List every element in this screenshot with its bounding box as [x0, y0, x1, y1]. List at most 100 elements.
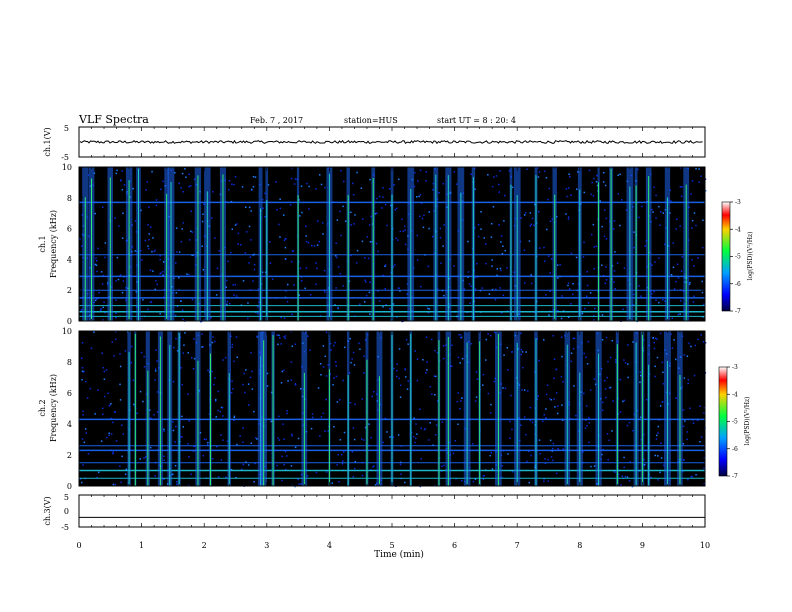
ch2-spectrogram-speck [85, 380, 87, 383]
ch1-spectrogram-speck [335, 287, 337, 289]
ch1-spectrogram-speck [401, 218, 403, 221]
ch2-spectrogram-speck [412, 435, 415, 438]
ch1-spectrogram-speck [233, 183, 235, 186]
ch2-spectrogram-speck [81, 438, 84, 440]
ch1-spectrogram-speck [365, 294, 368, 297]
ch1-spectrogram-speck [308, 185, 310, 188]
ch1-spectrogram-speck [147, 247, 150, 250]
ch2-spectrogram-speck [320, 416, 323, 418]
ch1-spectrogram-speck [681, 186, 683, 188]
ch1-spectrogram-speck [655, 194, 657, 197]
ch1-spectrogram-speck [388, 188, 391, 190]
ch1-spectrogram-speck [245, 206, 247, 208]
ch2-spectrogram-axis-ticks [78, 331, 706, 486]
ch2-spectrogram-speck [584, 427, 587, 429]
ch2-spectrogram-speck [560, 375, 563, 378]
ch2-spectrogram-speck [419, 408, 421, 410]
ch1-spectrogram-speck [419, 215, 421, 218]
ch1-spectrogram-speck [252, 186, 255, 188]
ch1-spectrogram-speck [360, 187, 363, 189]
ch1-spectrogram-speck [234, 224, 237, 226]
ch1-spectrogram-speck [242, 280, 245, 282]
ch2-spectrogram-speck [509, 437, 511, 440]
ch2-spectrogram-speck [80, 357, 83, 359]
ch1-spectrogram-speck [538, 210, 540, 213]
ch2-spectrogram-speck [325, 375, 328, 377]
ch2-spectrogram-speck [502, 387, 504, 389]
ch1-spectrogram-speck [679, 299, 682, 302]
ch2-spectrogram-speck [703, 467, 705, 470]
ch1-spectrogram-speck [399, 230, 402, 233]
ch2-spectrogram-speck [187, 442, 189, 445]
ch2-spectrogram-speck [233, 416, 235, 419]
ch2-spectrogram-speck [180, 367, 182, 369]
ch2-spectrogram-speck [317, 387, 320, 389]
ch2-spectrogram-speck [529, 406, 532, 409]
ch2-spectrogram-speck [654, 337, 657, 340]
ch1-spectrogram-speck [416, 259, 419, 261]
ch1-spectrogram-speck [442, 245, 444, 247]
ch1-spectrogram-speck [470, 173, 472, 175]
ch2-spectrogram-speck [287, 380, 289, 382]
ch2-colorbar-tick-label: -4 [732, 391, 738, 398]
ch2-spectrogram-speck [557, 448, 559, 450]
ch1-spectrogram-speck [596, 174, 598, 177]
ch2-spectrogram-speck [441, 465, 443, 468]
ch1-spectrogram-speck [530, 282, 533, 285]
ch1-spectrogram-speck [102, 319, 105, 321]
ch1-spectrogram-speck [159, 255, 161, 257]
ch2-spectrogram-speck [79, 478, 82, 480]
ch2-spectrogram-speck [220, 406, 223, 409]
ch1-spectrogram-speck [658, 257, 660, 259]
ch2-spectrogram-speck [451, 344, 453, 346]
ch1-spectrogram-speck [392, 303, 395, 305]
ch1-spectrogram-speck [586, 284, 589, 287]
ch2-spectrogram-speck [221, 406, 224, 409]
ch2-spectrogram-speck [283, 438, 285, 440]
ch2-spectrogram-speck [507, 369, 509, 371]
ch2-spectrogram-speck [342, 379, 344, 382]
ch1-spectrogram-speck [152, 270, 154, 272]
ch2-spectrogram-speck [211, 341, 214, 344]
ch2-spectrogram-speck [550, 399, 553, 401]
ch1-spectrogram-speck [280, 316, 282, 319]
ch2-spectrogram-speck [143, 366, 146, 368]
ch2-spectrogram-speck [115, 440, 118, 442]
ch2-spectrogram-speck [352, 475, 354, 478]
ch1-spectrogram-speck [545, 294, 547, 296]
ch1-spectrogram-speck [491, 265, 493, 267]
ch1-spectrogram-panel: ch.1 Frequency (kHz) 0 2 4 6 8 10 [38, 163, 707, 326]
ch2-spectrogram-speck [530, 454, 532, 457]
ch2-spectrogram-speck [623, 466, 625, 469]
ch1-spectrogram-speck [120, 179, 122, 181]
ch2-spectrogram-speck [686, 355, 689, 357]
ch2-spectrogram-speck [493, 380, 495, 383]
ch1-spectrogram-speck [284, 246, 287, 249]
ch1-spectrogram-speck [144, 239, 146, 242]
ch3-waveform-axis-ticks [78, 495, 706, 527]
ch2-spectrogram-speck [652, 337, 654, 339]
ch2-spectrogram-speck [627, 363, 629, 365]
ch2-spectrogram-speck [266, 385, 269, 387]
ch1-spectrogram-speck [568, 187, 570, 189]
ch1-spectrogram-speck [443, 224, 445, 226]
ch2-spectrogram-speck [119, 353, 121, 355]
ch1-spectrogram-speck [121, 189, 124, 191]
ch2-spectrogram-speck [119, 383, 121, 386]
ch1-spectrogram-speck [587, 302, 590, 304]
ch1-spectrogram-speck [140, 209, 142, 212]
ch2-spectrogram-speck [297, 437, 300, 440]
ch1-spectrogram-speck [692, 301, 695, 303]
ch1-spectrogram-speck [248, 262, 250, 264]
ch1-spectrogram-speck [264, 216, 266, 218]
ch2-spectrogram-speck [281, 479, 283, 482]
ch1-spectrogram-speck [368, 291, 371, 294]
ch1-spectrogram-speck [679, 313, 681, 315]
ch2-spectrogram-speck [294, 384, 297, 386]
ch1-spectrogram-speck [285, 290, 287, 292]
ch1-spectrogram-speck [701, 280, 703, 283]
ch2-spectrogram-speck [585, 405, 588, 407]
ch1-spectrogram-speck [500, 312, 503, 314]
ch1-spectrogram-speck [677, 313, 680, 316]
ch2-spectrogram-speck [393, 367, 395, 370]
